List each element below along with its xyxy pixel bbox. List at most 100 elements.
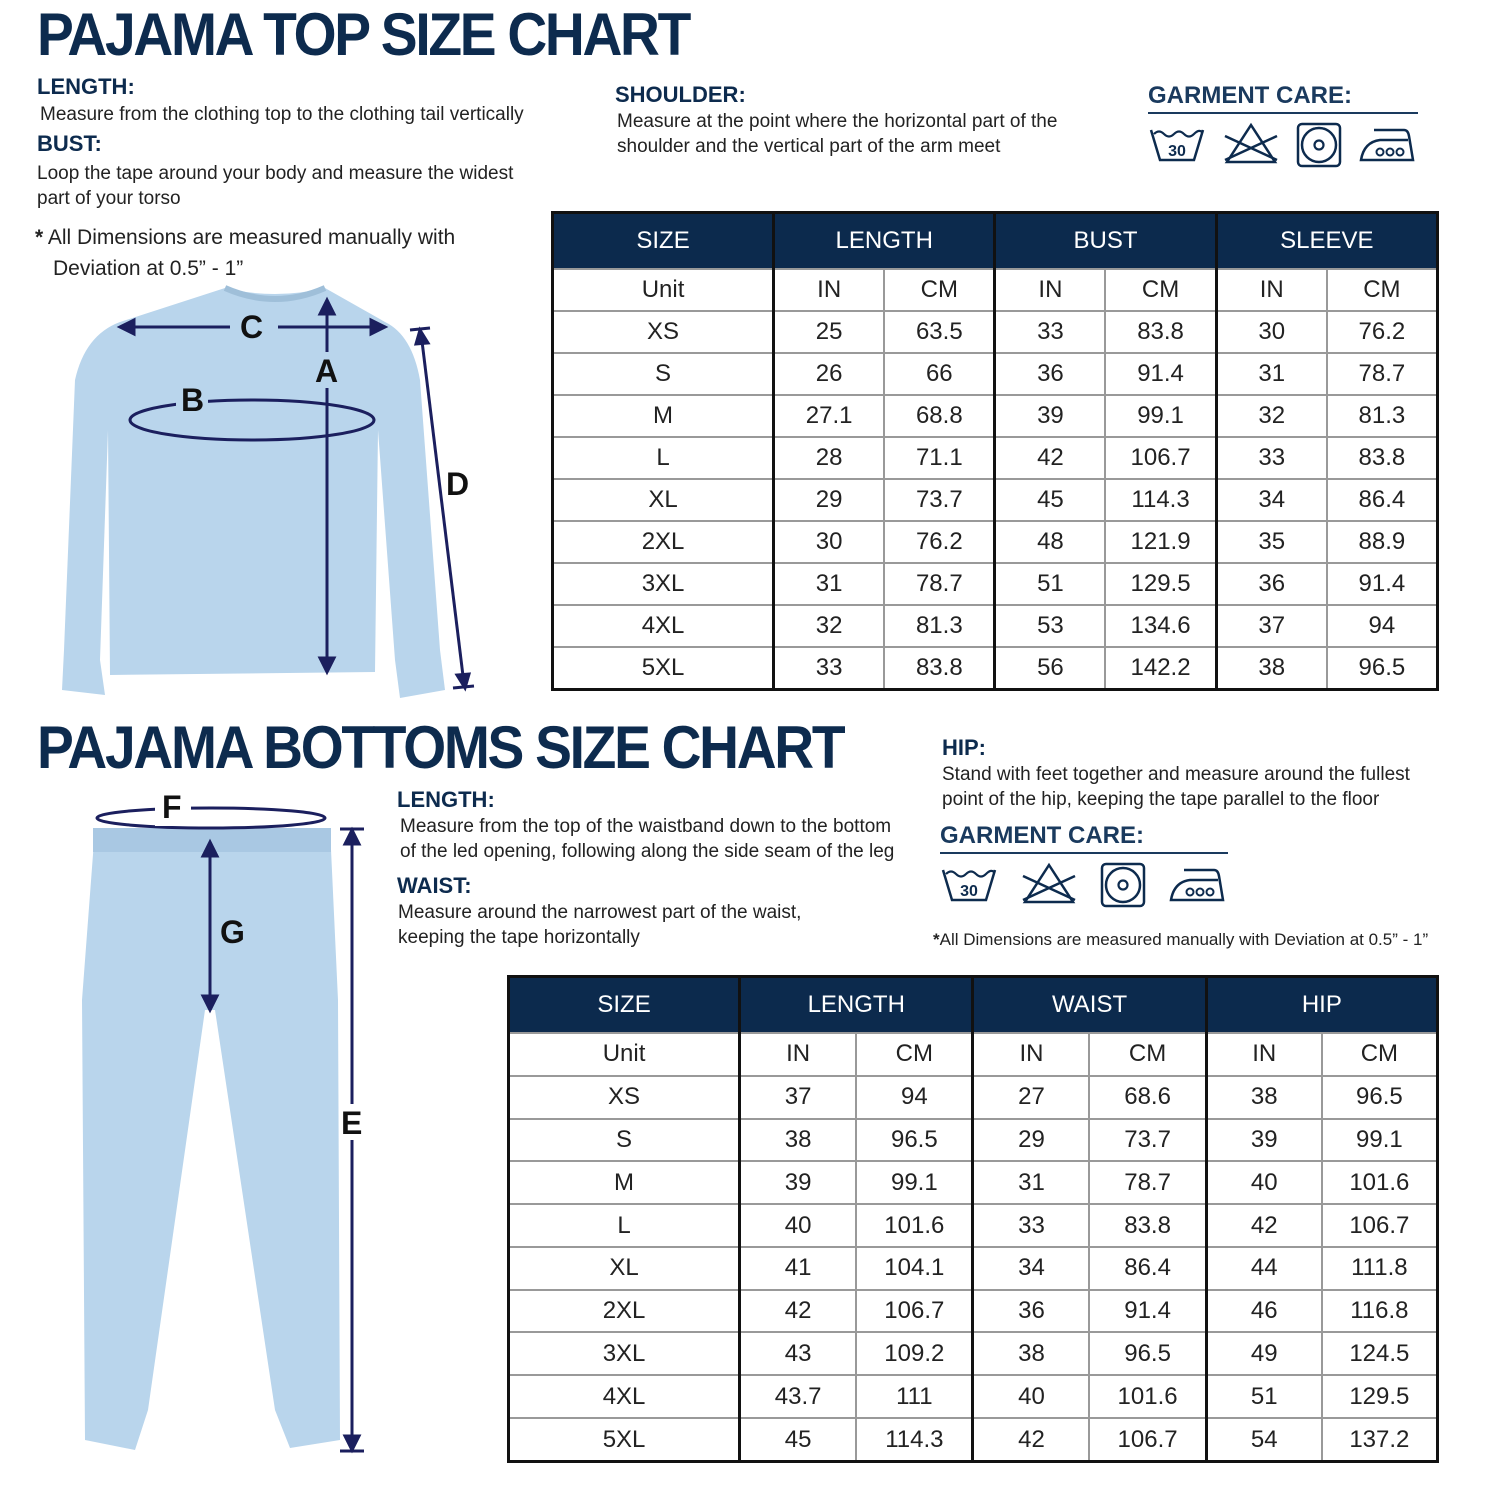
table-cell: Unit bbox=[508, 1032, 741, 1077]
table-cell: 94 bbox=[855, 1074, 974, 1120]
letter-f: F bbox=[162, 789, 182, 825]
table-cell: 3XL bbox=[552, 561, 775, 606]
table-row: M 39 99.1 31 78.7 40 101.6 bbox=[508, 1160, 1439, 1206]
table-cell: 76.2 bbox=[1325, 309, 1439, 354]
table-cell: 56 bbox=[993, 645, 1107, 691]
table-cell: 4XL bbox=[552, 603, 775, 648]
table-cell: 63.5 bbox=[883, 309, 996, 354]
bottom-length-desc-1: Measure from the top of the waistband do… bbox=[400, 816, 892, 837]
table-row: S 26 66 36 91.4 31 78.7 bbox=[552, 351, 1439, 396]
table-cell: 142.2 bbox=[1104, 645, 1218, 691]
table-cell: 30 bbox=[772, 519, 886, 564]
table-cell: 32 bbox=[1214, 393, 1328, 438]
table-cell: CM bbox=[1320, 1032, 1439, 1077]
table-cell: 51 bbox=[1204, 1374, 1323, 1420]
table-cell: 114.3 bbox=[855, 1417, 974, 1463]
hip-desc-2: point of the hip, keeping the tape paral… bbox=[942, 789, 1380, 810]
column-header: SLEEVE bbox=[1214, 212, 1438, 269]
table-cell: CM bbox=[1088, 1032, 1208, 1077]
shoulder-label: SHOULDER: bbox=[615, 82, 746, 107]
table-row: 2XL 30 76.2 48 121.9 35 88.9 bbox=[552, 519, 1439, 564]
table-cell: 32 bbox=[772, 603, 886, 648]
table-cell: 29 bbox=[971, 1117, 1091, 1163]
table-cell: 106.7 bbox=[855, 1288, 974, 1334]
table-cell: 43 bbox=[738, 1331, 858, 1377]
table-row: 4XL 32 81.3 53 134.6 37 94 bbox=[552, 603, 1439, 648]
table-cell: 73.7 bbox=[883, 477, 996, 522]
table-cell: XS bbox=[552, 309, 775, 354]
garment-care-label: GARMENT CARE: bbox=[940, 822, 1228, 854]
note-asterisk: * bbox=[933, 930, 940, 949]
table-cell: 83.8 bbox=[883, 645, 996, 691]
table-cell: 96.5 bbox=[1325, 645, 1439, 691]
table-row: XS 37 94 27 68.6 38 96.5 bbox=[508, 1074, 1439, 1120]
table-cell: 76.2 bbox=[883, 519, 996, 564]
table-cell: 66 bbox=[883, 351, 996, 396]
table-cell: 35 bbox=[1214, 519, 1328, 564]
waist-label: WAIST: bbox=[397, 873, 472, 898]
table-cell: 28 bbox=[772, 435, 886, 480]
table-cell: 39 bbox=[738, 1160, 858, 1206]
header-row: SIZE LENGTH BUST SLEEVE bbox=[552, 212, 1438, 269]
table-cell: 49 bbox=[1204, 1331, 1323, 1377]
table-cell: 33 bbox=[1214, 435, 1328, 480]
table-cell: 129.5 bbox=[1104, 561, 1218, 606]
table-cell: 91.4 bbox=[1104, 351, 1218, 396]
table-cell: 96.5 bbox=[1320, 1074, 1439, 1120]
column-header: HIP bbox=[1204, 976, 1438, 1033]
table-row: 5XL 45 114.3 42 106.7 54 137.2 bbox=[508, 1417, 1439, 1463]
table-cell: Unit bbox=[552, 268, 775, 312]
table-cell: 83.8 bbox=[1088, 1203, 1208, 1248]
top-length-desc: Measure from the clothing top to the clo… bbox=[40, 104, 524, 125]
table-cell: 48 bbox=[993, 519, 1107, 564]
table-cell: S bbox=[552, 351, 775, 396]
table-cell: 3XL bbox=[508, 1331, 741, 1377]
table-row: S 38 96.5 29 73.7 39 99.1 bbox=[508, 1117, 1439, 1163]
top-note-line-2: Deviation at 0.5” - 1” bbox=[53, 257, 244, 280]
table-cell: 43.7 bbox=[738, 1374, 858, 1420]
table-cell: 39 bbox=[1204, 1117, 1323, 1163]
table-cell: 81.3 bbox=[1325, 393, 1439, 438]
column-header: LENGTH bbox=[772, 212, 995, 269]
table-cell: 94 bbox=[1325, 603, 1439, 648]
table-cell: 27.1 bbox=[772, 393, 886, 438]
waist-desc-1: Measure around the narrowest part of the… bbox=[398, 902, 802, 923]
table-cell: 91.4 bbox=[1325, 561, 1439, 606]
table-cell: 39 bbox=[993, 393, 1107, 438]
table-cell: 68.8 bbox=[883, 393, 996, 438]
table-cell: 31 bbox=[971, 1160, 1091, 1206]
table-cell: 34 bbox=[1214, 477, 1328, 522]
table-cell: 40 bbox=[971, 1374, 1091, 1420]
letter-e: E bbox=[341, 1105, 362, 1141]
column-header: WAIST bbox=[971, 976, 1207, 1033]
table-cell: 104.1 bbox=[855, 1245, 974, 1291]
table-cell: 33 bbox=[971, 1203, 1091, 1248]
table-cell: 51 bbox=[993, 561, 1107, 606]
table-cell: 111.8 bbox=[1320, 1245, 1439, 1291]
iron-high-icon bbox=[1358, 122, 1418, 173]
svg-text:30: 30 bbox=[1168, 143, 1186, 160]
hip-desc-1: Stand with feet together and measure aro… bbox=[942, 764, 1410, 785]
table-cell: 27 bbox=[971, 1074, 1091, 1120]
waist-desc-2: keeping the tape horizontally bbox=[398, 927, 640, 948]
measure-d-line bbox=[419, 332, 466, 685]
table-cell: L bbox=[552, 435, 775, 480]
unit-row: Unit IN CM IN CM IN CM bbox=[508, 1032, 1439, 1077]
table-cell: IN bbox=[993, 268, 1107, 312]
table-cell: CM bbox=[1325, 268, 1439, 312]
table-cell: 2XL bbox=[552, 519, 775, 564]
table-cell: 42 bbox=[971, 1417, 1091, 1463]
top-size-table: SIZE LENGTH BUST SLEEVE Unit IN CM IN CM IN CM XS 25… bbox=[551, 211, 1439, 691]
table-cell: 31 bbox=[1214, 351, 1328, 396]
table-cell: 30 bbox=[1214, 309, 1328, 354]
table-cell: XL bbox=[508, 1245, 741, 1291]
table-cell: 26 bbox=[772, 351, 886, 396]
garment-care-label: GARMENT CARE: bbox=[1148, 82, 1418, 114]
table-cell: IN bbox=[1214, 268, 1328, 312]
table-cell: 5XL bbox=[508, 1417, 741, 1463]
table-cell: 45 bbox=[738, 1417, 858, 1463]
table-cell: 134.6 bbox=[1104, 603, 1218, 648]
iron-high-icon bbox=[1168, 862, 1228, 913]
table-cell: IN bbox=[971, 1032, 1091, 1077]
